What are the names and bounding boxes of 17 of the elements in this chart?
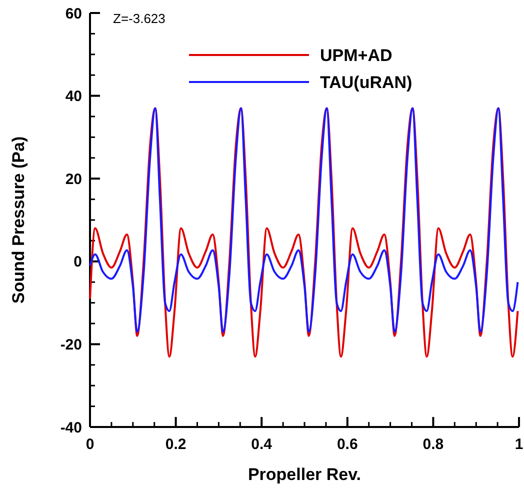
x-tick-label: 0.6 xyxy=(336,436,358,453)
y-tick-label: -40 xyxy=(60,419,82,436)
x-tick-label: 0.2 xyxy=(165,436,186,453)
y-axis-title: Sound Pressure (Pa) xyxy=(9,136,28,304)
x-tick-label: 1 xyxy=(514,436,524,453)
x-tick-label: 0.8 xyxy=(422,436,444,453)
annotation: Z=-3.623 xyxy=(113,11,166,26)
text: UPM+AD xyxy=(320,46,392,65)
y-tick-label: 0 xyxy=(74,254,82,271)
x-axis-title: Propeller Rev. xyxy=(248,465,362,484)
y-tick-label: 60 xyxy=(65,5,82,22)
y-tick-label: 20 xyxy=(65,170,82,188)
series-label: TAU(uRAN) xyxy=(320,72,412,92)
y-tick-label: -20 xyxy=(60,336,82,354)
x-tick-label: 0.4 xyxy=(251,436,273,453)
x-tick-label: 0 xyxy=(86,436,94,453)
y-tick-label: 40 xyxy=(65,88,82,106)
